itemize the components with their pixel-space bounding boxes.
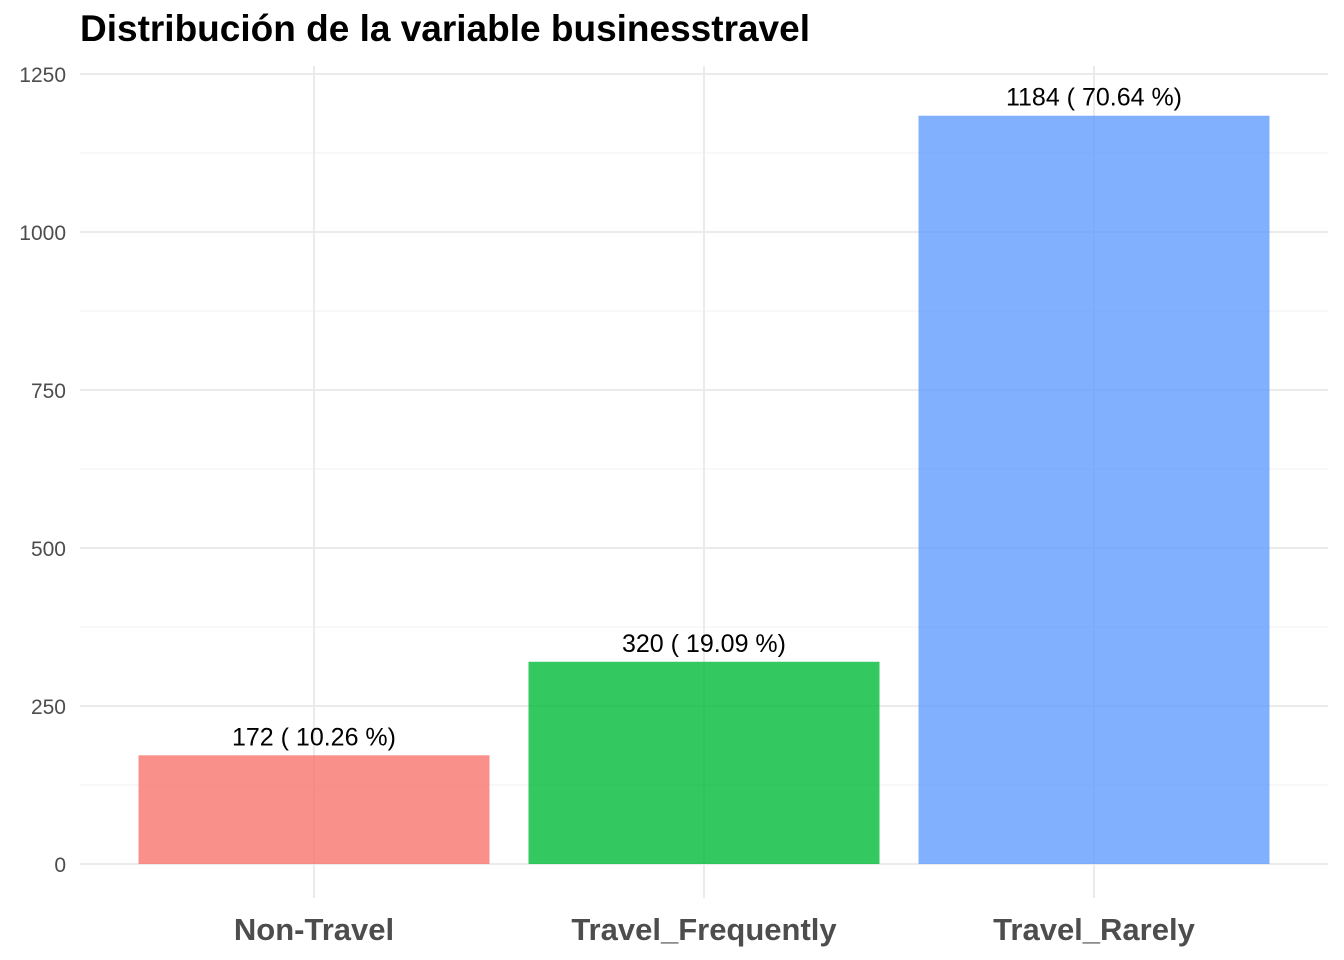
y-tick-label: 750 xyxy=(31,380,66,403)
data-labels: 172 ( 10.26 %) 320 ( 19.09 %) 1184 ( 70.64… xyxy=(232,84,1182,752)
x-axis: Non-Travel Travel_Frequently Travel_Rarely xyxy=(234,912,1196,947)
y-tick-label: 0 xyxy=(54,854,66,877)
y-tick-label: 500 xyxy=(31,538,66,561)
bars xyxy=(138,115,1270,865)
y-tick-label: 250 xyxy=(31,696,66,719)
x-category-label: Non-Travel xyxy=(234,912,394,947)
data-label: 320 ( 19.09 %) xyxy=(622,630,786,658)
bar-travel-rarely xyxy=(918,115,1270,865)
y-axis: 0 250 500 750 1000 1250 xyxy=(19,64,66,877)
bar-non-travel xyxy=(138,755,490,864)
y-tick-label: 1000 xyxy=(19,222,66,245)
y-tick-label: 1250 xyxy=(19,64,66,87)
chart-title: Distribución de la variable businesstrav… xyxy=(80,8,810,49)
bar-travel-frequently xyxy=(528,661,880,864)
x-category-label: Travel_Frequently xyxy=(571,912,837,947)
data-label: 172 ( 10.26 %) xyxy=(232,723,396,751)
data-label: 1184 ( 70.64 %) xyxy=(1006,84,1182,112)
x-category-label: Travel_Rarely xyxy=(993,912,1195,947)
